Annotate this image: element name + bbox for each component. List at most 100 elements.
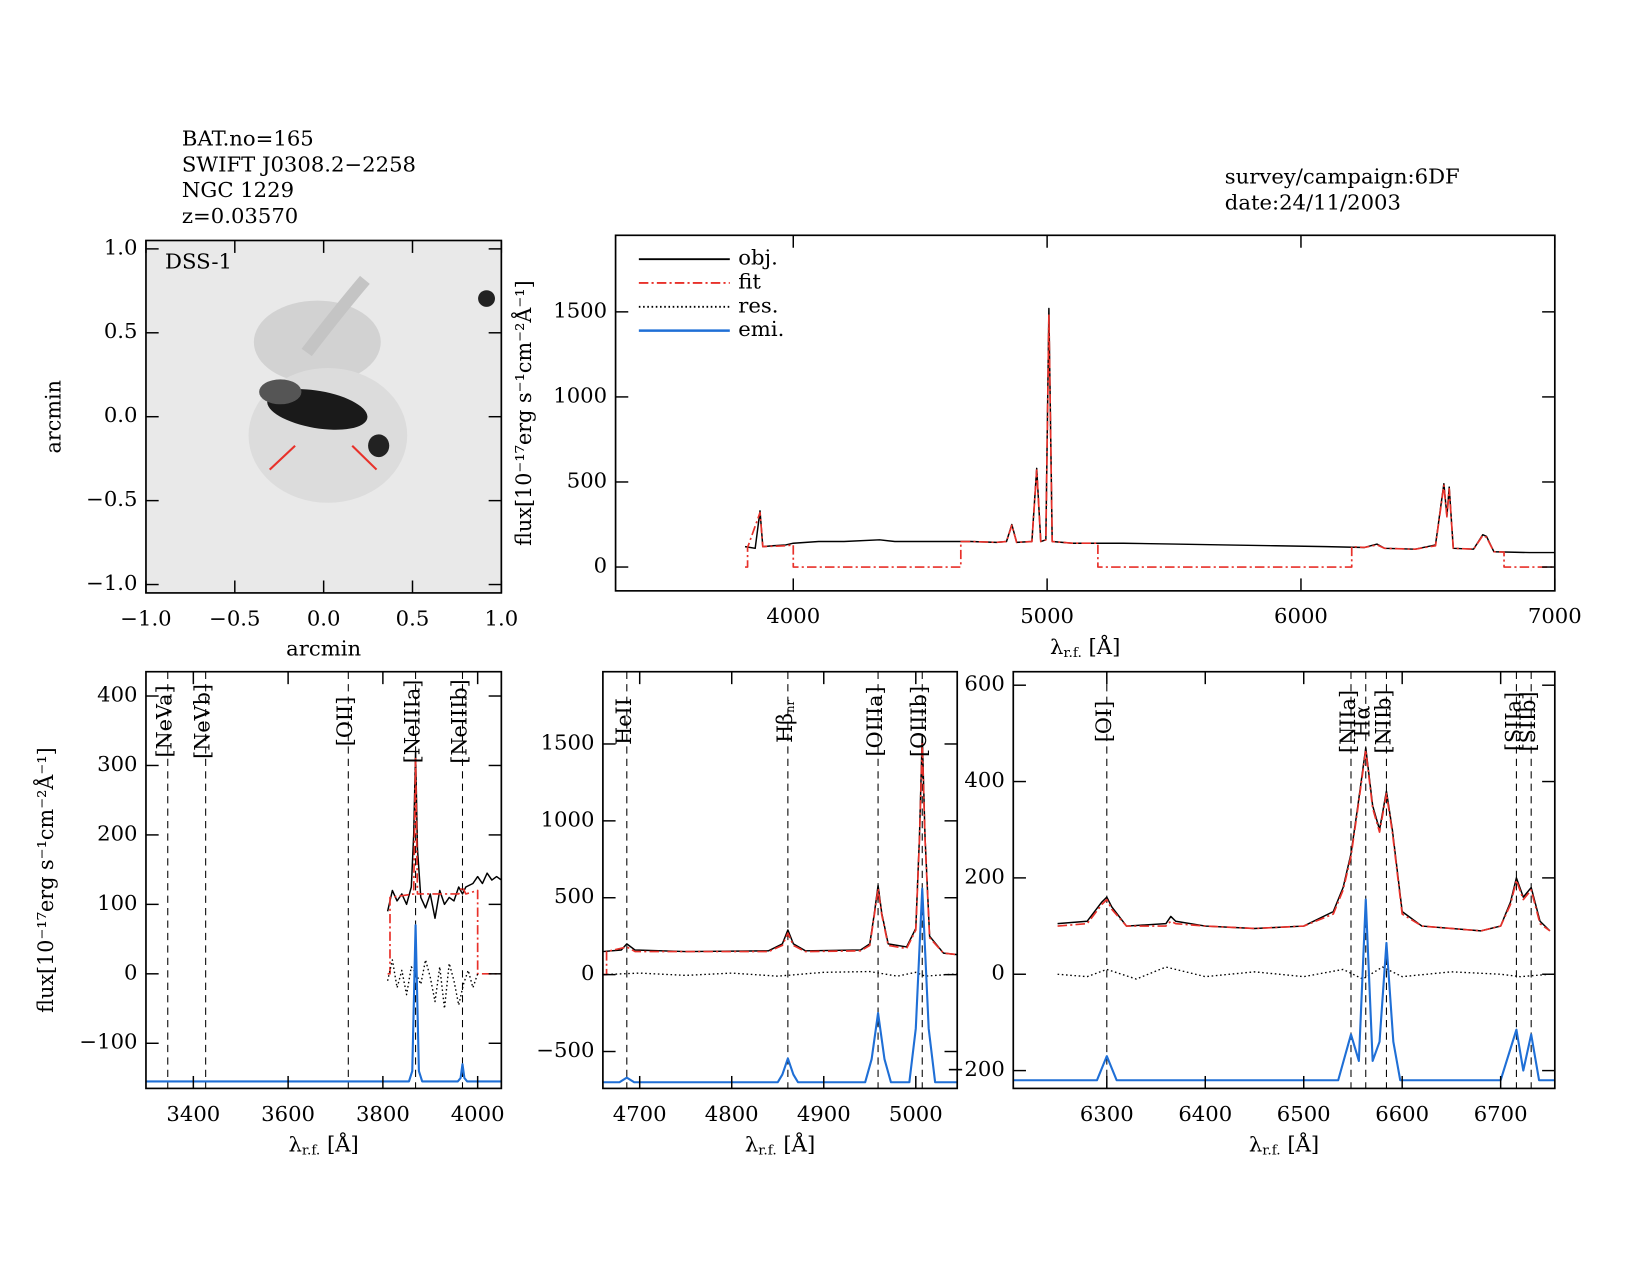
line-label: Hα	[1350, 705, 1374, 737]
x-axis-label-main: λ	[288, 1132, 301, 1156]
x-tick-label: 3800	[356, 1102, 410, 1126]
star	[478, 290, 495, 307]
series-line	[387, 757, 502, 975]
y-tick-label: 0.0	[104, 403, 138, 427]
line-label: [SIIb]	[1515, 691, 1539, 751]
y-tick-label: 300	[97, 752, 137, 776]
x-tick-label: 7000	[1528, 604, 1582, 628]
companion	[368, 434, 390, 458]
line-label: [OIIIb]	[906, 686, 930, 757]
x-tick-label: 5000	[1020, 604, 1074, 628]
line-label: [NeVa]	[152, 685, 176, 757]
y-tick-label: −0.5	[86, 487, 137, 511]
y-tick-label: 1.0	[104, 236, 138, 260]
y-tick-label: −1.0	[86, 571, 137, 595]
series-line	[602, 743, 958, 976]
marker	[268, 444, 296, 471]
line-label: [NIIb]	[1371, 689, 1395, 753]
x-tick-label: 6700	[1474, 1102, 1528, 1126]
line-label-text: [OI]	[1091, 701, 1115, 742]
x-tick-label: 1.0	[485, 607, 519, 631]
x-tick-label: 6300	[1080, 1102, 1134, 1126]
x-tick-label: 3600	[261, 1102, 315, 1126]
line-label-text: [NIIa]	[1335, 690, 1359, 753]
series-line	[744, 307, 1555, 554]
series-line	[386, 750, 502, 919]
y-tick-label: 400	[964, 768, 1004, 792]
series-line	[1057, 749, 1551, 932]
y-axis-label: arcmin	[41, 380, 65, 454]
line-label-sub: nr	[783, 700, 797, 713]
series-line	[602, 887, 958, 1084]
y-tick-label: 0	[594, 554, 607, 578]
y-tick-label: 0	[124, 960, 137, 984]
x-tick-label: 4000	[451, 1102, 505, 1126]
x-tick-label: 0.5	[396, 607, 430, 631]
series-line	[1013, 898, 1555, 1082]
line-label: [OIIIa]	[862, 686, 886, 756]
x-axis-label: arcmin	[286, 637, 361, 661]
x-tick-label: −0.5	[209, 607, 260, 631]
x-tick-label: 3400	[166, 1102, 220, 1126]
line-label-text: Hα	[1350, 705, 1374, 737]
line-label-text: [NeVb]	[190, 684, 214, 759]
header-line: SWIFT J0308.2−2258	[182, 152, 416, 176]
line-label-text: [OIIIa]	[862, 686, 886, 756]
y-tick-label: 1000	[553, 384, 607, 408]
line-label: [OII]	[333, 697, 357, 747]
x-tick-label: 6400	[1178, 1102, 1232, 1126]
x-tick-label: 5000	[889, 1102, 943, 1126]
x-axis-label: λr.f. [Å]	[1050, 634, 1120, 661]
y-tick-label: 500	[567, 469, 607, 493]
x-axis-label: λr.f. [Å]	[745, 1131, 815, 1158]
y-tick-label: 200	[964, 865, 1004, 889]
header-right: date:24/11/2003	[1225, 191, 1401, 215]
header-right: survey/campaign:6DF	[1225, 165, 1460, 189]
sky-image	[145, 240, 502, 593]
line-label-text: HeII	[611, 698, 635, 745]
x-axis-label: λr.f. [Å]	[1249, 1131, 1319, 1158]
x-axis-label-main: λ	[1249, 1132, 1262, 1156]
x-axis-label: λr.f. [Å]	[288, 1131, 358, 1158]
line-label: [NeIIIb]	[447, 679, 471, 763]
marker	[351, 444, 378, 471]
y-tick-label: 500	[554, 884, 594, 908]
header-line: NGC 1229	[182, 178, 294, 202]
line-label-text: Hβ	[772, 713, 796, 743]
plot-area	[145, 671, 502, 1089]
x-axis-label-unit: [Å]	[320, 1131, 359, 1156]
x-axis-label-sub: r.f.	[758, 1142, 776, 1158]
x-axis-label-unit: [Å]	[777, 1131, 816, 1156]
legend-label: res.	[738, 293, 778, 317]
line-label-text: [OII]	[333, 697, 357, 747]
y-tick-label: 1000	[541, 807, 595, 831]
y-tick-label: 0	[581, 961, 594, 985]
x-tick-label: 0.0	[307, 607, 341, 631]
series-line	[145, 924, 502, 1083]
y-tick-label: 1500	[553, 298, 607, 322]
line-label-text: [SIIa]	[1501, 692, 1525, 751]
x-axis-label-unit: [Å]	[1281, 1131, 1320, 1156]
x-tick-label: 4800	[705, 1102, 759, 1126]
y-tick-label: 0	[991, 961, 1004, 985]
line-label: Hβnr	[772, 700, 797, 743]
x-tick-label: 4700	[613, 1102, 667, 1126]
line-label: [SIIa]	[1501, 692, 1525, 751]
y-tick-label: 1500	[541, 731, 595, 755]
line-label-text: [NeIIIa]	[400, 680, 424, 763]
line-label-text: [NeIIIb]	[447, 679, 471, 763]
y-tick-label: 0.5	[104, 319, 138, 343]
x-axis-label-sub: r.f.	[1262, 1142, 1280, 1158]
header-line: z=0.03570	[182, 204, 298, 228]
line-label: HeII	[611, 698, 635, 745]
galaxy-core	[259, 379, 302, 405]
panel-frame	[145, 670, 503, 1090]
series-line	[386, 959, 479, 1010]
line-label-text: [OIIIb]	[906, 686, 930, 757]
plot-area	[602, 671, 958, 1089]
line-label: [NeIIIa]	[400, 680, 424, 763]
x-axis-label-sub: r.f.	[302, 1142, 320, 1158]
x-axis-label-unit: [Å]	[1082, 634, 1121, 659]
